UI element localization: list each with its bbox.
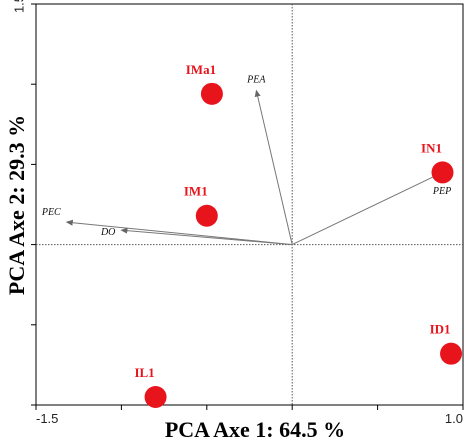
vector-label-pea: PEA	[246, 75, 266, 86]
vector-label-do: DO	[100, 227, 115, 238]
vector-pep	[291, 173, 440, 246]
vector-label-pec: PEC	[41, 207, 61, 218]
point-il1	[144, 385, 167, 408]
x-tick-label-max: 1.0	[445, 411, 463, 426]
plot-frame	[35, 3, 464, 406]
point-label-il1: IL1	[134, 365, 154, 380]
point-label-im1: IM1	[184, 184, 208, 199]
point-id1	[440, 342, 463, 365]
point-im1	[195, 204, 218, 227]
y-tick-label-max: 1.5	[11, 0, 26, 13]
point-label-in1: IN1	[421, 140, 442, 155]
point-label-id1: ID1	[430, 322, 451, 337]
vector-do	[120, 227, 293, 246]
tick-marks	[31, 3, 464, 410]
point-in1	[431, 161, 454, 184]
vector-label-pep: PEP	[432, 186, 451, 197]
x-tick-label-min: -1.5	[36, 411, 58, 426]
y-axis-title: PCA Axe 2: 29.3 %	[4, 115, 29, 295]
x-axis-title: PCA Axe 1: 64.5 %	[165, 417, 345, 442]
loading-vectors: PEA PEP PEC DO	[41, 75, 451, 246]
point-label-ima1: IMa1	[186, 62, 216, 77]
sample-points: IMa1 IN1 IM1 ID1 IL1	[134, 62, 463, 408]
vector-pec	[65, 219, 293, 246]
vector-pea	[254, 89, 293, 245]
point-ima1	[200, 82, 223, 105]
